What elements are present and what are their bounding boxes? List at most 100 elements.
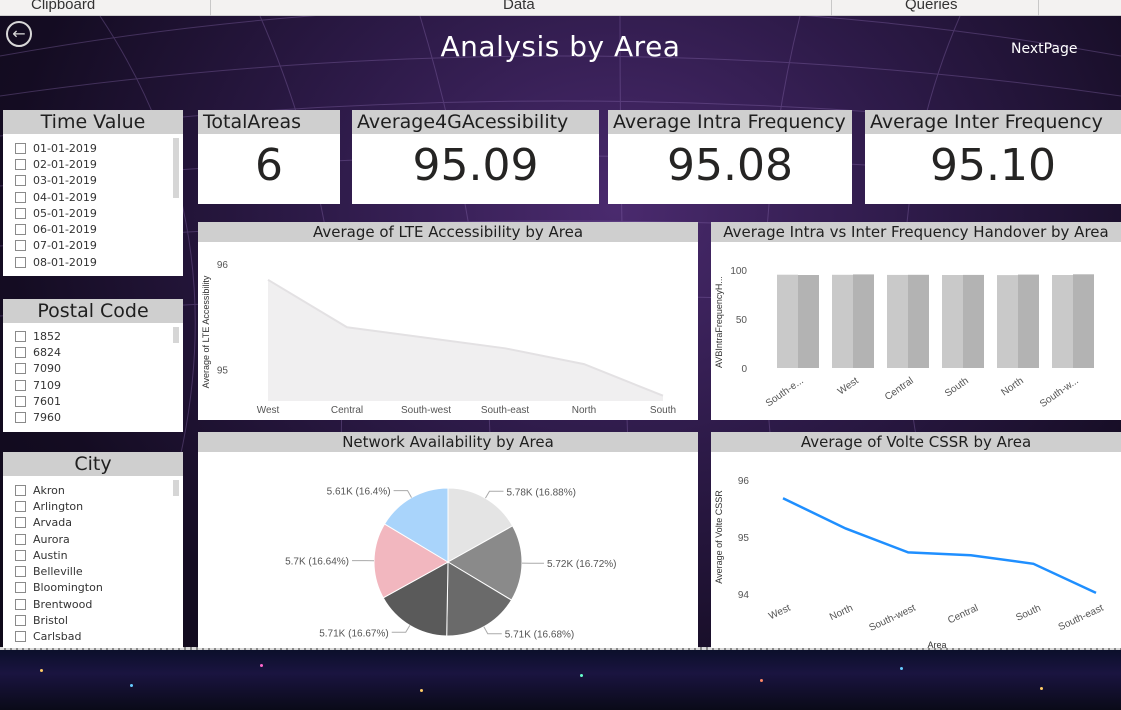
list-item[interactable]: Arvada: [3, 515, 183, 531]
list-item[interactable]: 05-01-2019: [3, 205, 183, 221]
page-title: Analysis by Area: [440, 30, 681, 63]
bottom-divider: [0, 647, 1121, 650]
x-tick-label: South-w...: [1038, 375, 1081, 410]
leader-line: [485, 490, 504, 499]
bar: [963, 274, 984, 368]
bar: [1018, 274, 1039, 368]
pie-slice: [447, 487, 514, 563]
kpi-label: Average Inter Frequency: [865, 110, 1121, 134]
x-tick-label: North: [828, 603, 855, 623]
x-tick-label: South-west: [401, 405, 451, 416]
bar: [997, 275, 1018, 368]
scrollbar[interactable]: [173, 138, 179, 198]
series-line: [782, 497, 1097, 594]
back-arrow-icon[interactable]: ←: [6, 21, 32, 47]
checkbox[interactable]: [15, 256, 26, 268]
slicer-list: 1852 6824 7090 7109 7601 7960: [3, 323, 183, 427]
x-tick-label: South: [650, 405, 676, 416]
kpi-value: 95.10: [930, 140, 1056, 191]
ribbon: Clipboard Data Queries: [0, 0, 1121, 16]
ribbon-group-queries[interactable]: Queries: [905, 0, 958, 13]
slicer-list: 01-01-2019 02-01-2019 03-01-2019 04-01-2…: [3, 134, 183, 270]
checkbox[interactable]: [15, 175, 26, 187]
checkbox[interactable]: [15, 631, 26, 642]
bar: [887, 274, 908, 368]
list-item[interactable]: 08-01-2019: [3, 254, 183, 270]
x-axis-title: Area: [927, 640, 946, 648]
list-item[interactable]: 7960: [3, 409, 183, 425]
checkbox[interactable]: [15, 412, 26, 424]
checkbox[interactable]: [15, 330, 26, 342]
checkbox[interactable]: [15, 379, 26, 391]
slicer-title: Postal Code: [3, 299, 183, 323]
list-item[interactable]: 04-01-2019: [3, 189, 183, 205]
list-item[interactable]: 1852: [3, 328, 183, 344]
area-line: [267, 278, 664, 397]
list-item[interactable]: 7090: [3, 361, 183, 377]
checkbox[interactable]: [15, 363, 26, 375]
leader-line: [391, 625, 411, 633]
checkbox[interactable]: [15, 142, 26, 154]
scrollbar[interactable]: [173, 327, 179, 343]
list-item[interactable]: Austin: [3, 547, 183, 563]
list-item[interactable]: Belleville: [3, 563, 183, 579]
pie-slice: [447, 525, 523, 601]
x-tick-label: South-e...: [764, 375, 806, 409]
list-item[interactable]: Brentwood: [3, 596, 183, 612]
list-item[interactable]: Arlington: [3, 498, 183, 514]
checkbox[interactable]: [15, 346, 26, 358]
checkbox[interactable]: [15, 598, 26, 610]
network-availability-pie: 5.78K (16.88%) 5.72K (16.72%) 5.71K (16.68…: [285, 487, 616, 641]
chart-title: Average Intra vs Inter Frequency Handove…: [711, 222, 1121, 242]
list-item[interactable]: 07-01-2019: [3, 238, 183, 254]
x-tick-label: West: [836, 375, 861, 397]
list-item[interactable]: Carlsbad: [3, 629, 183, 642]
list-item[interactable]: 7601: [3, 393, 183, 409]
ribbon-group-clipboard[interactable]: Clipboard: [31, 0, 96, 13]
list-item[interactable]: 02-01-2019: [3, 156, 183, 172]
list-item[interactable]: Bristol: [3, 612, 183, 628]
checkbox[interactable]: [15, 240, 26, 252]
list-item[interactable]: Aurora: [3, 531, 183, 547]
checkbox[interactable]: [15, 484, 26, 496]
y-tick-label: 95: [217, 365, 229, 376]
y-tick-label: 96: [217, 260, 229, 271]
list-item[interactable]: Bloomington: [3, 580, 183, 596]
y-tick-label: 95: [738, 533, 750, 544]
list-item[interactable]: 01-01-2019: [3, 140, 183, 156]
x-tick-label: Central: [331, 405, 363, 416]
volte-cssr-line-plot: 96 95 94 West North South-west Central South Sou…: [714, 476, 1105, 648]
list-item[interactable]: 6824: [3, 344, 183, 360]
kpi-value: 6: [255, 140, 283, 191]
slicer-title: Time Value: [3, 110, 183, 134]
checkbox[interactable]: [15, 533, 26, 545]
scrollbar[interactable]: [173, 480, 179, 496]
kpi-card-average-inter-frequency: Average Inter Frequency 95.10: [865, 110, 1121, 204]
checkbox[interactable]: [15, 158, 26, 170]
checkbox[interactable]: [15, 207, 26, 219]
checkbox[interactable]: [15, 615, 26, 627]
y-tick-label: 96: [738, 476, 750, 487]
kpi-label: TotalAreas: [198, 110, 340, 134]
handover-bar-plot: 100 50 0 South-e... West Central South North Sou…: [714, 266, 1094, 410]
pie-slice: [373, 523, 450, 599]
checkbox[interactable]: [15, 517, 26, 529]
next-page-button[interactable]: NextPage: [1011, 41, 1078, 57]
list-item[interactable]: 03-01-2019: [3, 173, 183, 189]
slicer-list: Akron Arlington Arvada Aurora Austin Bel…: [3, 476, 183, 642]
ribbon-group-data[interactable]: Data: [503, 0, 535, 13]
slicer-postal-code: Postal Code 1852 6824 7090 7109 7601 796…: [3, 299, 183, 432]
list-item[interactable]: 06-01-2019: [3, 221, 183, 237]
checkbox[interactable]: [15, 224, 26, 236]
y-tick-label: 94: [738, 590, 750, 601]
chart-volte-cssr: Average of Volte CSSR by Area 96 95 94 West…: [711, 432, 1121, 648]
checkbox[interactable]: [15, 191, 26, 203]
checkbox[interactable]: [15, 500, 26, 512]
checkbox[interactable]: [15, 395, 26, 407]
checkbox[interactable]: [15, 566, 26, 578]
checkbox[interactable]: [15, 549, 26, 561]
list-item[interactable]: Akron: [3, 482, 183, 498]
list-item[interactable]: 7109: [3, 377, 183, 393]
checkbox[interactable]: [15, 582, 26, 594]
y-tick-label: 100: [730, 266, 747, 277]
